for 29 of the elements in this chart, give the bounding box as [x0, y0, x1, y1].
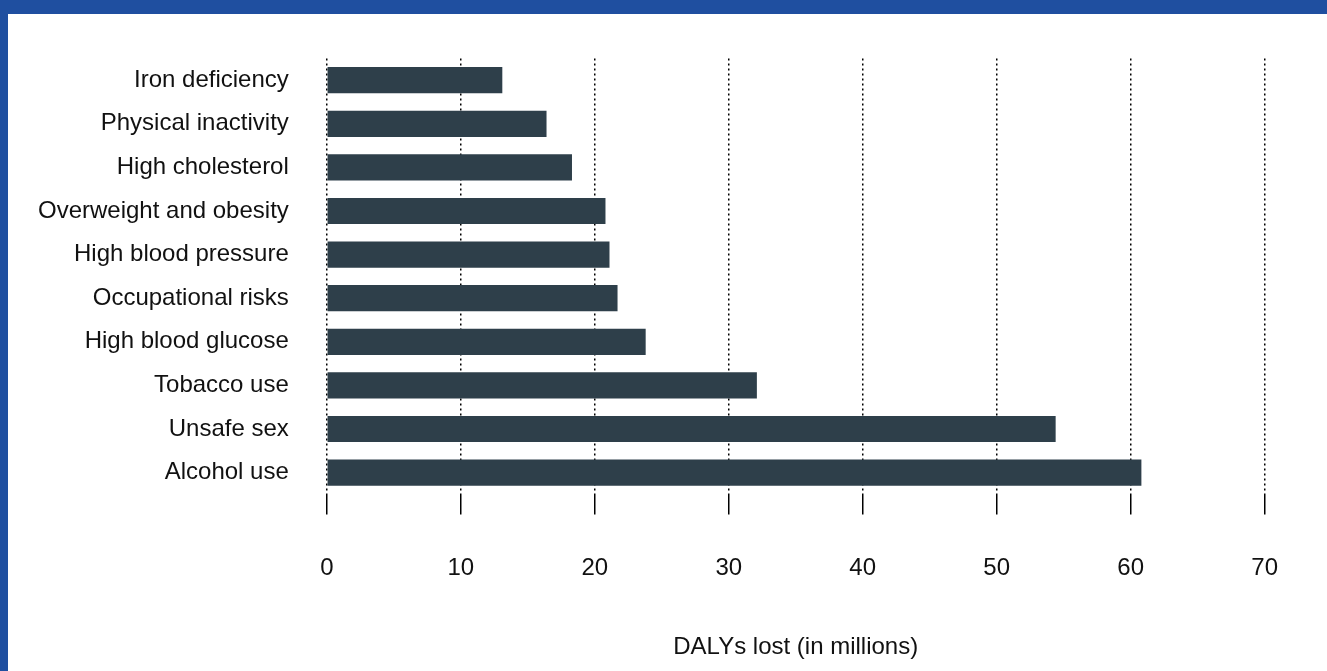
y-tick-label: Iron deficiency	[134, 64, 289, 92]
bar	[327, 197, 606, 225]
x-axis-title: DALYs lost (in millions)	[673, 632, 919, 660]
bar	[327, 285, 618, 312]
x-tick-label: 30	[715, 553, 743, 581]
y-tick-label: Unsafe sex	[168, 413, 289, 441]
bar	[327, 459, 1142, 486]
y-tick-label: Tobacco use	[154, 370, 289, 398]
bar	[327, 328, 646, 355]
bar	[327, 67, 503, 94]
bar	[327, 154, 572, 181]
x-tick-label: 10	[447, 553, 475, 581]
x-tick-label: 70	[1251, 553, 1278, 581]
y-tick-label: High blood pressure	[74, 239, 289, 267]
x-tick-label: 0	[320, 553, 334, 581]
x-tick-label: 60	[1117, 553, 1145, 581]
y-tick-label: Overweight and obesity	[37, 195, 289, 223]
y-tick-label: Occupational risks	[92, 282, 289, 310]
y-tick-label: Alcohol use	[164, 457, 289, 485]
bar	[327, 241, 610, 268]
x-tick-label: 40	[849, 553, 877, 581]
y-tick-label: High cholesterol	[116, 152, 289, 180]
x-tick-label: 50	[983, 553, 1011, 581]
bar	[327, 415, 1056, 443]
y-tick-label: High blood glucose	[84, 326, 289, 354]
bar	[327, 372, 757, 399]
x-tick-label: 20	[581, 553, 609, 581]
y-tick-label: Physical inactivity	[100, 108, 289, 136]
bar	[327, 110, 547, 137]
